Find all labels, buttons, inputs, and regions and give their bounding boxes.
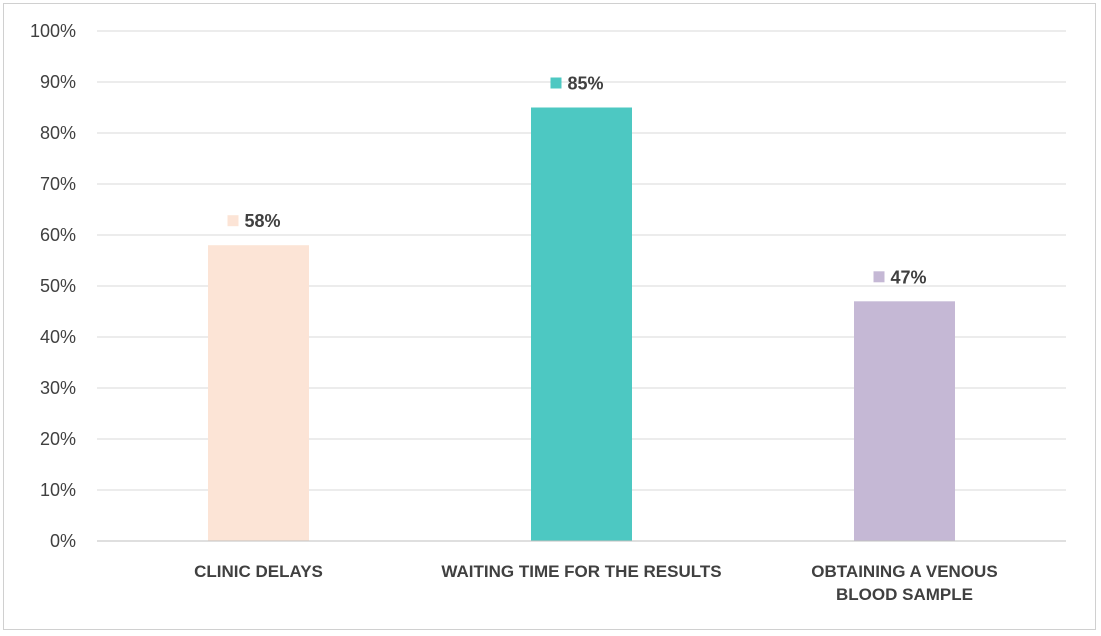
y-tick-label: 30%	[40, 378, 76, 398]
data-label-text: 58%	[245, 211, 281, 231]
bar	[208, 245, 309, 541]
y-tick-label: 100%	[30, 21, 76, 41]
data-label-marker	[550, 77, 562, 89]
y-tick-label: 0%	[50, 531, 76, 551]
data-label: 47%	[873, 267, 927, 287]
bar	[531, 107, 632, 541]
category-label: WAITING TIME FOR THE RESULTS	[441, 562, 721, 581]
y-tick-label: 40%	[40, 327, 76, 347]
chart-frame: 0% 10% 20% 30% 40% 50% 60% 70% 80% 90% 100% 58% 85%…	[3, 3, 1096, 630]
data-labels: 58% 85% 47%	[227, 74, 927, 287]
bar	[854, 301, 955, 541]
category-labels: CLINIC DELAYS WAITING TIME FOR THE RESULT…	[194, 562, 998, 604]
data-label-marker	[873, 271, 885, 283]
y-tick-label: 10%	[40, 480, 76, 500]
bar-chart: 0% 10% 20% 30% 40% 50% 60% 70% 80% 90% 100% 58% 85%…	[30, 21, 1066, 604]
y-tick-label: 60%	[40, 225, 76, 245]
y-tick-label: 50%	[40, 276, 76, 296]
y-tick-label: 90%	[40, 72, 76, 92]
bars	[208, 107, 955, 541]
data-label: 85%	[550, 74, 604, 94]
data-label-text: 85%	[568, 74, 604, 94]
data-label-marker	[227, 215, 239, 227]
category-label: CLINIC DELAYS	[194, 562, 323, 581]
data-label: 58%	[227, 211, 281, 231]
data-label-text: 47%	[891, 267, 927, 287]
y-tick-label: 80%	[40, 123, 76, 143]
y-tick-label: 70%	[40, 174, 76, 194]
y-axis-tick-labels: 0% 10% 20% 30% 40% 50% 60% 70% 80% 90% 100%	[30, 21, 76, 551]
category-label: OBTAINING A VENOUS BLOOD SAMPLE	[811, 562, 997, 604]
y-tick-label: 20%	[40, 429, 76, 449]
